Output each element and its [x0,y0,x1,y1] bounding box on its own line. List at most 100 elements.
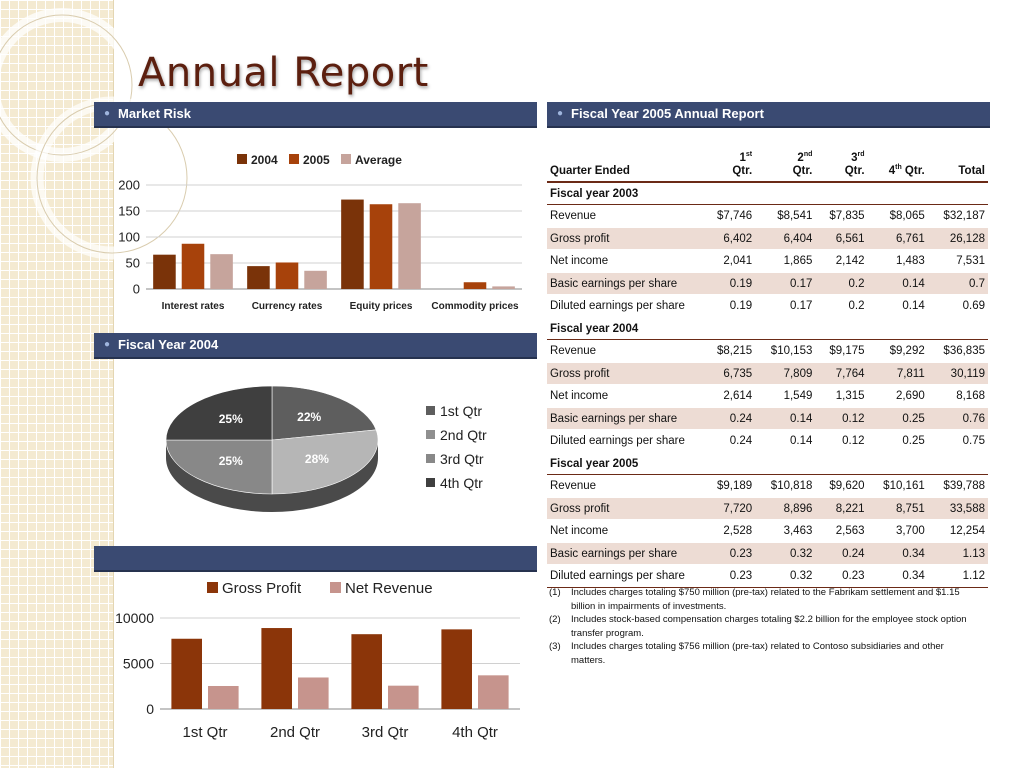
pie-value-label: 22% [297,410,321,424]
table-row: Revenue $9,189 $10,818 $9,620 $10,161 $39,788 [547,474,988,498]
section-header-fiscal-2005-report: ● Fiscal Year 2005 Annual Report [547,102,990,128]
row-label: Revenue [547,339,703,363]
bar [247,266,270,289]
table-cell: 0.25 [867,429,928,453]
header-q2: 2nd Qtr. [792,151,813,177]
table-cell: 0.14 [755,429,816,453]
bar [492,286,515,289]
footnote: (3) Includes charges totaling $756 millio… [549,641,944,666]
footnotes: (1) Includes charges totaling $750 millio… [549,586,979,667]
table-row: Basic earnings per share 0.24 0.14 0.12 0.25… [547,407,988,431]
table-cell: 0.34 [867,564,928,588]
y-tick-label: 50 [126,256,140,271]
table-row: Basic earnings per share 0.19 0.17 0.2 0.14 0… [547,272,988,296]
bar [398,203,421,289]
row-label: Net income [547,519,703,543]
pie-slice [271,385,377,441]
section-title: Market Risk [118,106,191,121]
table-row: Basic earnings per share 0.23 0.32 0.24 0.34… [547,542,988,566]
table-cell: 0.7 [927,272,988,296]
table-cell: 1,315 [815,384,868,408]
table-cell: 0.24 [703,407,756,431]
pie-slice [271,429,379,495]
table-cell: 0.14 [755,407,816,431]
table-cell: 12,254 [927,519,988,543]
table-cell: 0.17 [755,272,816,296]
legend-swatch [426,454,435,463]
table-cell: 0.17 [755,294,816,318]
table-cell: $10,161 [867,474,928,498]
table-cell: $7,835 [815,204,868,228]
pie-value-label: 25% [219,412,243,426]
table-cell: 1,483 [867,249,928,273]
table-cell: 8,168 [927,384,988,408]
legend-label: Average [355,153,402,167]
legend-swatch [341,154,351,164]
x-category-label: Equity prices [350,301,413,312]
table-cell: $39,788 [927,474,988,498]
table-cell: 1,549 [755,384,816,408]
bar [261,628,292,709]
section-header-market-risk: ● Market Risk [94,102,537,128]
table-cell: $36,835 [927,339,988,363]
table-cell: 1.12 [927,564,988,588]
table-section-row: Fiscal year 2004 [547,317,988,341]
section-label: Fiscal year 2005 [547,452,988,476]
legend-label: 2nd Qtr [440,427,487,443]
bullet-icon: ● [104,108,111,119]
bar [351,634,382,709]
bar [208,685,239,709]
section-title: Fiscal Year 2004 [118,337,219,352]
pie-value-label: 25% [219,454,243,468]
table-row: Diluted earnings per share 0.19 0.17 0.2 0.1… [547,294,988,318]
bar [304,270,327,289]
table-row: Net income 2,528 3,463 2,563 3,700 12,254 [547,519,988,543]
x-category-label: 3rd Qtr [362,724,409,741]
row-label: Revenue [547,474,703,498]
header-total: Total [958,164,985,177]
legend-label: 2005 [303,153,330,167]
bar [275,262,299,289]
table-cell: $9,292 [867,339,928,363]
table-cell: 0.12 [815,407,868,431]
table-row: Diluted earnings per share 0.23 0.32 0.23 0.… [547,564,988,588]
y-tick-label: 200 [118,178,140,193]
x-category-label: Interest rates [162,301,225,312]
legend-swatch [237,154,247,164]
table-cell: 3,463 [755,519,816,543]
table-cell: 0.23 [815,564,868,588]
table-row: Gross profit 6,735 7,809 7,764 7,811 30,119 [547,362,988,386]
x-category-label: 2nd Qtr [270,724,320,741]
table-row: Gross profit 6,402 6,404 6,561 6,761 26,128 [547,227,988,251]
pie-slice [165,439,273,495]
row-label: Basic earnings per share [547,272,703,296]
table-cell: 0.19 [703,294,756,318]
table-cell: 0.25 [867,407,928,431]
section-header-blank [94,546,537,572]
table-cell: 2,142 [815,249,868,273]
table-cell: 26,128 [927,227,988,251]
table-row: Net income 2,041 1,865 2,142 1,483 7,531 [547,249,988,273]
legend-label: Net Revenue [345,580,433,597]
table-cell: 0.24 [815,542,868,566]
x-category-label: 4th Qtr [452,724,498,741]
table-cell: 0.12 [815,429,868,453]
legend-swatch [289,154,299,164]
legend-label: Gross Profit [222,580,302,597]
bar [441,629,472,709]
bar [341,199,364,289]
pie-side [166,440,378,512]
y-tick-label: 10000 [115,610,154,626]
legend-label: 1st Qtr [440,403,482,419]
legend-swatch [426,478,435,487]
y-tick-label: 0 [133,282,140,297]
table-cell: 0.75 [927,429,988,453]
table-cell: $9,189 [703,474,756,498]
legend-label: 2004 [251,153,278,167]
table-cell: 0.14 [867,272,928,296]
table-cell: 0.19 [703,272,756,296]
row-label: Basic earnings per share [547,407,703,431]
row-label: Gross profit [547,227,703,251]
pie-slice [165,385,273,441]
header-q3: 3rd Qtr. [844,151,865,177]
